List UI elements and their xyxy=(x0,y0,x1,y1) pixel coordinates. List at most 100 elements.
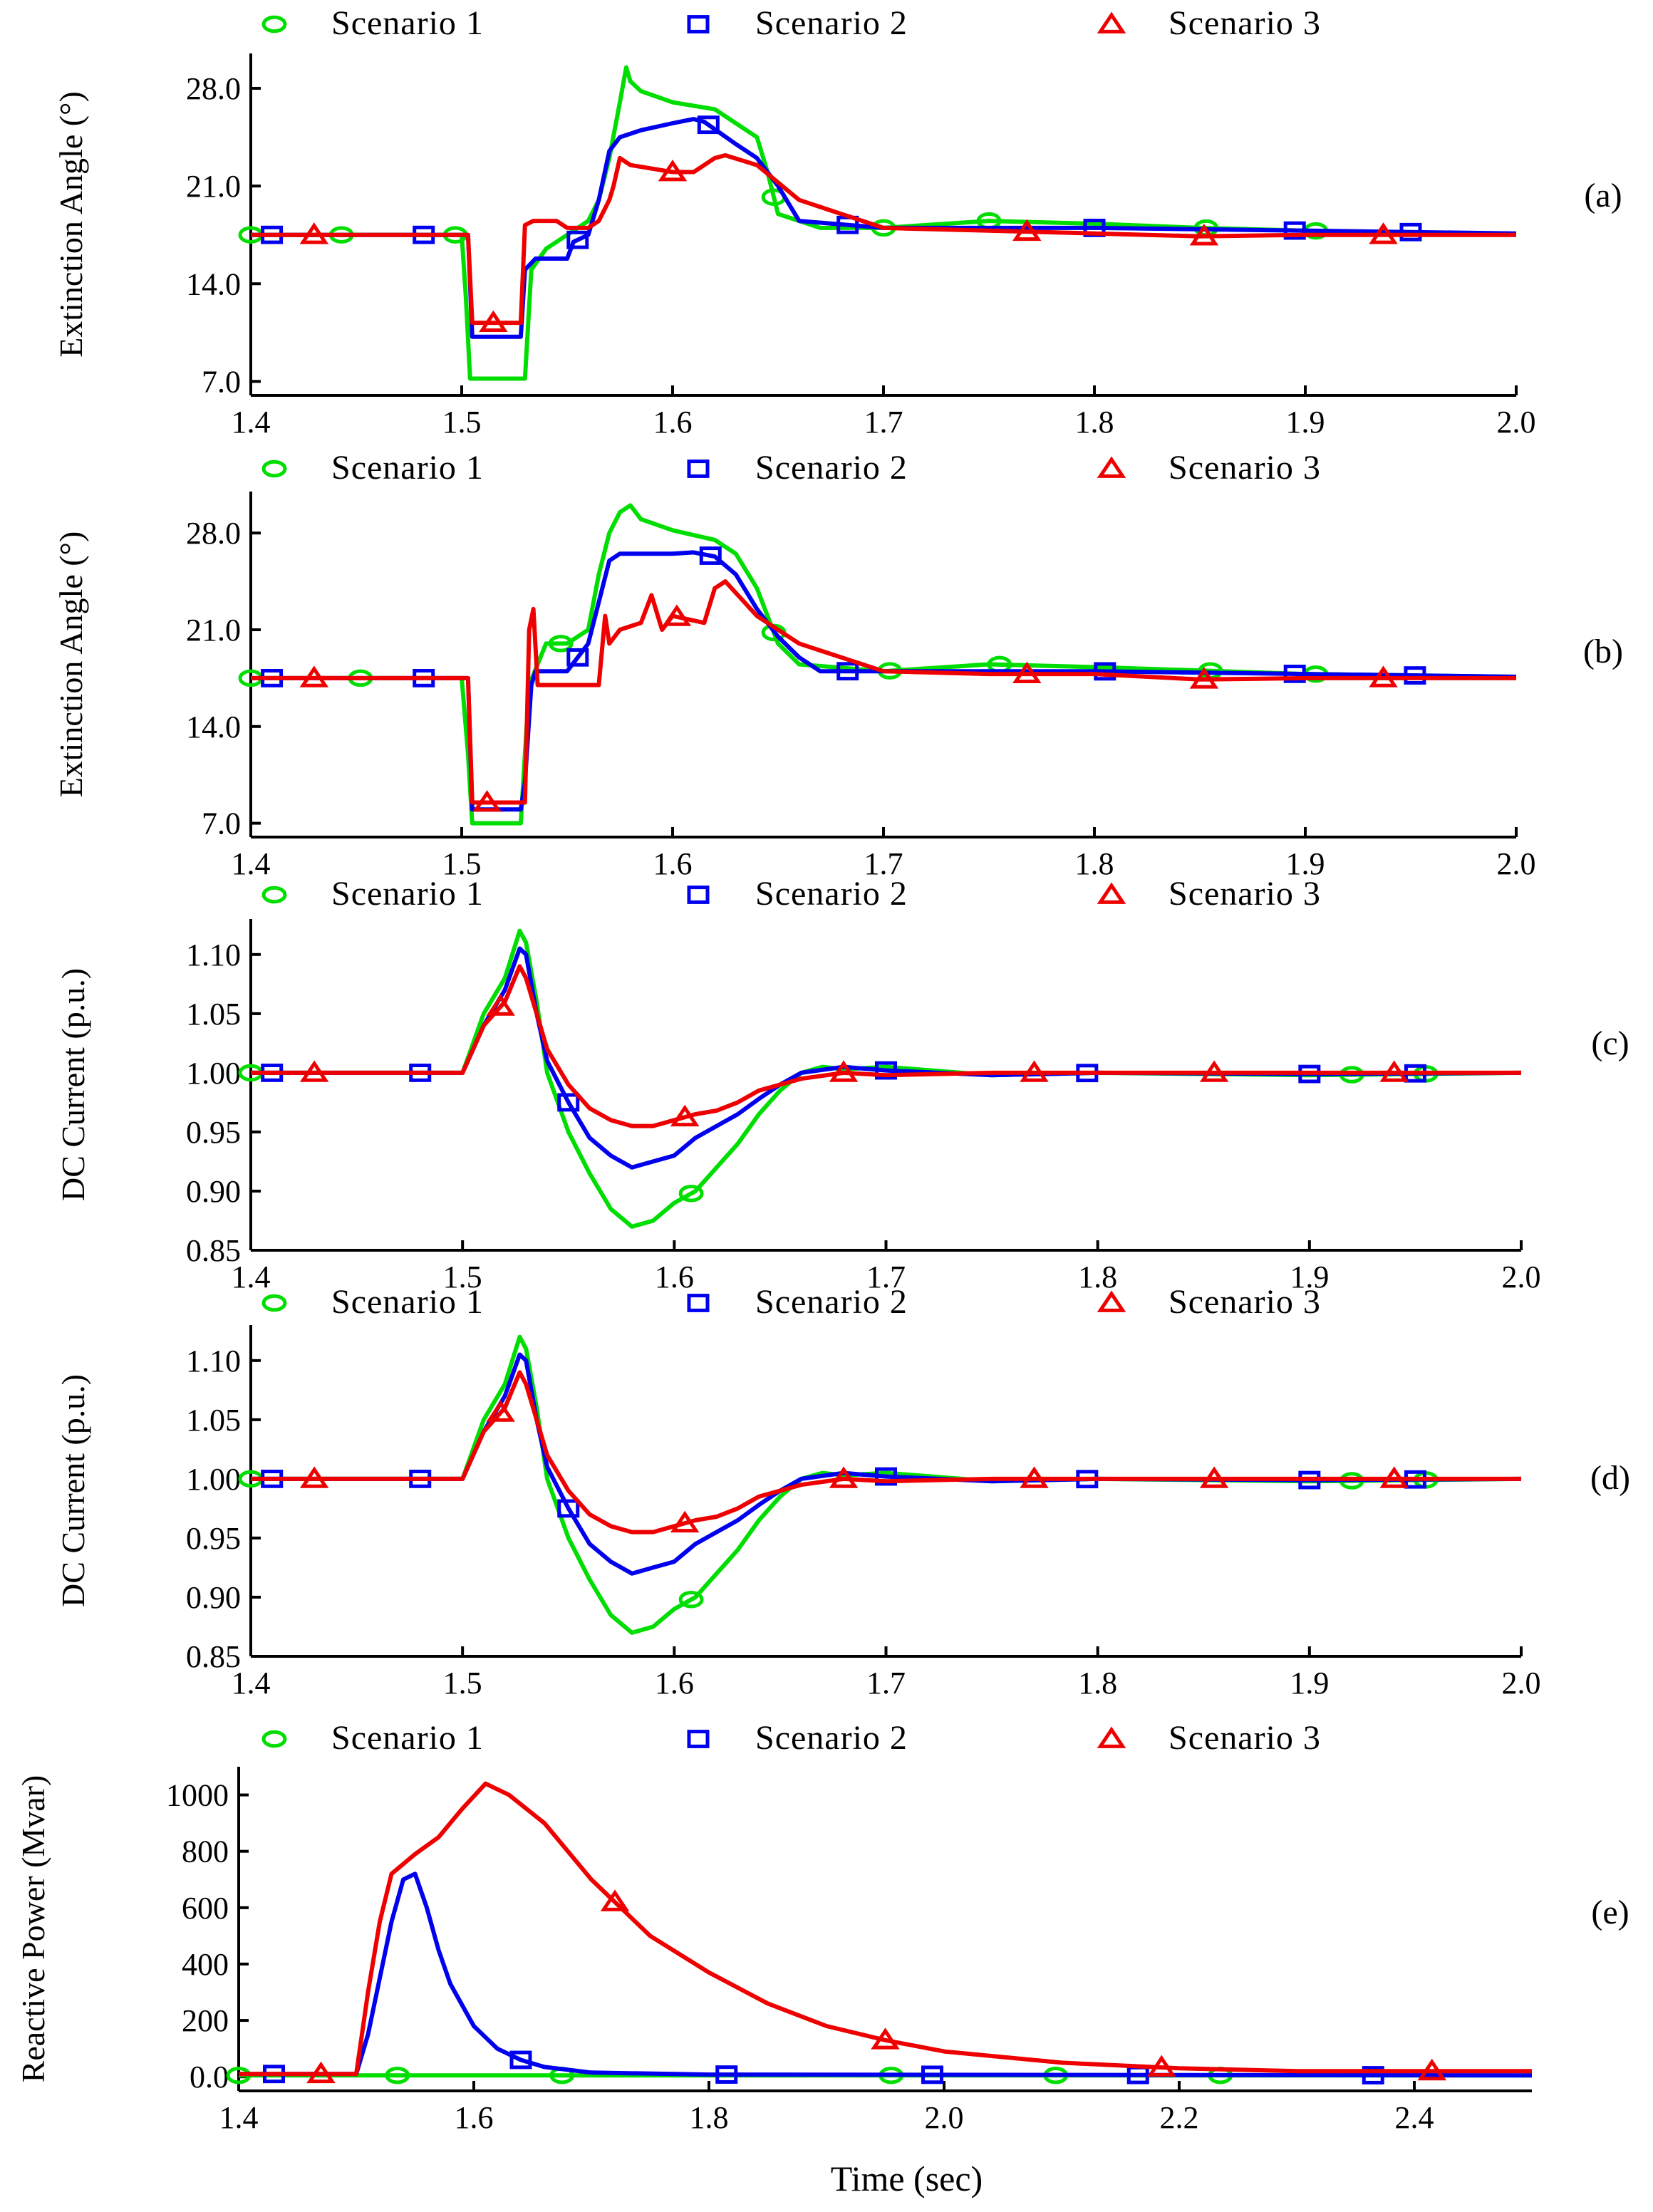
x-tick-label: 1.9 xyxy=(1286,846,1325,881)
legend-label-1: Scenario 1 xyxy=(331,875,484,913)
x-tick-label: 1.8 xyxy=(1075,405,1114,440)
data-point-marker xyxy=(1146,2055,1176,2077)
panel-label: (e) xyxy=(1591,1894,1629,1931)
x-tick-label: 1.8 xyxy=(1078,1666,1117,1700)
data-point-marker xyxy=(1369,222,1398,244)
x-tick-label: 2.0 xyxy=(1502,1666,1541,1700)
legend: Scenario 1 Scenario 2 Scenario 3 xyxy=(261,4,1321,42)
y-axis-label: Extinction Angle (°) xyxy=(53,531,89,798)
y-tick-label: 1.05 xyxy=(186,1403,241,1438)
x-tick-label: 1.7 xyxy=(864,846,903,881)
x-tick-label: 1.5 xyxy=(443,1666,482,1700)
y-axis-label: DC Current (p.u.) xyxy=(55,968,91,1201)
series-line-3 xyxy=(251,153,1516,326)
series-line-1 xyxy=(251,65,1517,381)
y-tick-label: 0.90 xyxy=(186,1580,241,1615)
data-point-marker xyxy=(875,1467,897,1486)
legend-marker-2 xyxy=(687,1730,710,1748)
legend-label-1: Scenario 1 xyxy=(331,4,484,42)
data-point-marker xyxy=(385,2066,410,2084)
legend-label-2: Scenario 2 xyxy=(755,4,908,42)
data-point-marker xyxy=(306,2061,336,2084)
series-line-3 xyxy=(251,1370,1521,1535)
y-axis-label: Extinction Angle (°) xyxy=(53,91,89,358)
data-point-marker xyxy=(1189,667,1219,689)
data-point-marker xyxy=(715,2065,738,2084)
y-tick-label: 7.0 xyxy=(202,806,241,841)
data-point-marker xyxy=(472,789,502,812)
data-point-marker xyxy=(486,994,515,1016)
x-tick-label: 1.4 xyxy=(232,405,271,440)
data-point-marker xyxy=(1379,1466,1409,1488)
x-tick-label: 1.6 xyxy=(455,2100,494,2135)
legend-label-3: Scenario 3 xyxy=(1168,4,1321,42)
data-point-marker xyxy=(557,1499,580,1518)
y-tick-label: 14.0 xyxy=(186,266,241,301)
legend: Scenario 1 Scenario 2 Scenario 3 xyxy=(261,875,1321,913)
legend-marker-3 xyxy=(1097,1726,1126,1748)
legend-marker-3 xyxy=(1097,1290,1126,1312)
x-tick-label: 1.6 xyxy=(655,1260,694,1294)
data-point-marker xyxy=(829,1466,859,1488)
legend-label-3: Scenario 3 xyxy=(1168,449,1321,487)
legend-label-2: Scenario 2 xyxy=(755,875,908,913)
legend-label-2: Scenario 2 xyxy=(755,1719,908,1757)
y-tick-label: 21.0 xyxy=(186,169,241,204)
y-tick-label: 1.10 xyxy=(186,1344,241,1378)
x-tick-label: 2.0 xyxy=(1497,405,1536,440)
legend-marker-1 xyxy=(261,459,287,478)
x-tick-label: 1.5 xyxy=(443,1260,482,1294)
x-tick-label: 1.6 xyxy=(653,846,693,881)
data-point-marker xyxy=(670,1104,700,1127)
series-line-2 xyxy=(239,1871,1533,2078)
chart-panel-3: 1.4 1.5 1.6 1.7 1.8 1.9 2.0 0.85 0.90 0.95 1.00 1.0… xyxy=(55,875,1629,1294)
data-point-marker xyxy=(1283,664,1306,683)
data-point-marker xyxy=(548,635,574,653)
legend-marker-1 xyxy=(261,15,287,33)
y-tick-label: 200 xyxy=(182,2003,229,2038)
data-point-marker xyxy=(299,222,329,244)
x-tick-label: 2.2 xyxy=(1160,2100,1199,2135)
data-point-marker xyxy=(662,604,692,626)
data-point-marker xyxy=(1362,2066,1384,2084)
x-axis-label: Time (sec) xyxy=(831,2159,983,2198)
x-tick-label: 1.5 xyxy=(442,405,482,440)
data-point-marker xyxy=(678,1591,704,1609)
x-tick-label: 2.0 xyxy=(1502,1260,1541,1294)
data-point-marker xyxy=(1399,222,1422,242)
panel-label: (b) xyxy=(1583,633,1623,670)
data-point-marker xyxy=(1094,662,1116,681)
data-point-marker xyxy=(836,662,859,681)
legend-label-3: Scenario 3 xyxy=(1168,875,1321,913)
legend-marker-1 xyxy=(261,1294,287,1312)
x-tick-label: 1.4 xyxy=(232,846,271,881)
data-point-marker xyxy=(697,115,720,135)
data-point-marker xyxy=(1283,221,1306,240)
data-point-marker xyxy=(479,310,508,333)
x-tick-label: 2.4 xyxy=(1395,2100,1434,2135)
panel-label: (a) xyxy=(1584,177,1622,214)
series-line-3 xyxy=(251,579,1516,805)
y-tick-label: 1.00 xyxy=(186,1462,241,1497)
legend-label-2: Scenario 2 xyxy=(755,449,908,487)
y-tick-label: 800 xyxy=(182,1834,229,1869)
y-tick-label: 21.0 xyxy=(186,613,241,648)
data-point-marker xyxy=(678,1185,704,1203)
data-point-marker xyxy=(1020,1466,1049,1488)
y-tick-label: 1000 xyxy=(166,1778,229,1813)
data-point-marker xyxy=(1189,224,1219,246)
y-tick-label: 0.85 xyxy=(186,1639,241,1674)
y-tick-label: 28.0 xyxy=(186,71,241,106)
x-tick-label: 1.4 xyxy=(232,1260,271,1294)
data-point-marker xyxy=(658,160,688,182)
y-tick-label: 1.05 xyxy=(186,997,241,1032)
y-tick-label: 0.90 xyxy=(186,1174,241,1209)
data-point-marker xyxy=(1199,1060,1229,1082)
data-point-marker xyxy=(1379,1060,1409,1082)
legend-marker-2 xyxy=(687,15,710,33)
legend-label-3: Scenario 3 xyxy=(1168,1719,1321,1757)
x-tick-label: 2.0 xyxy=(1497,846,1536,881)
panel-label: (c) xyxy=(1591,1024,1629,1062)
x-tick-label: 1.4 xyxy=(232,1666,271,1700)
data-point-marker xyxy=(486,1400,515,1422)
